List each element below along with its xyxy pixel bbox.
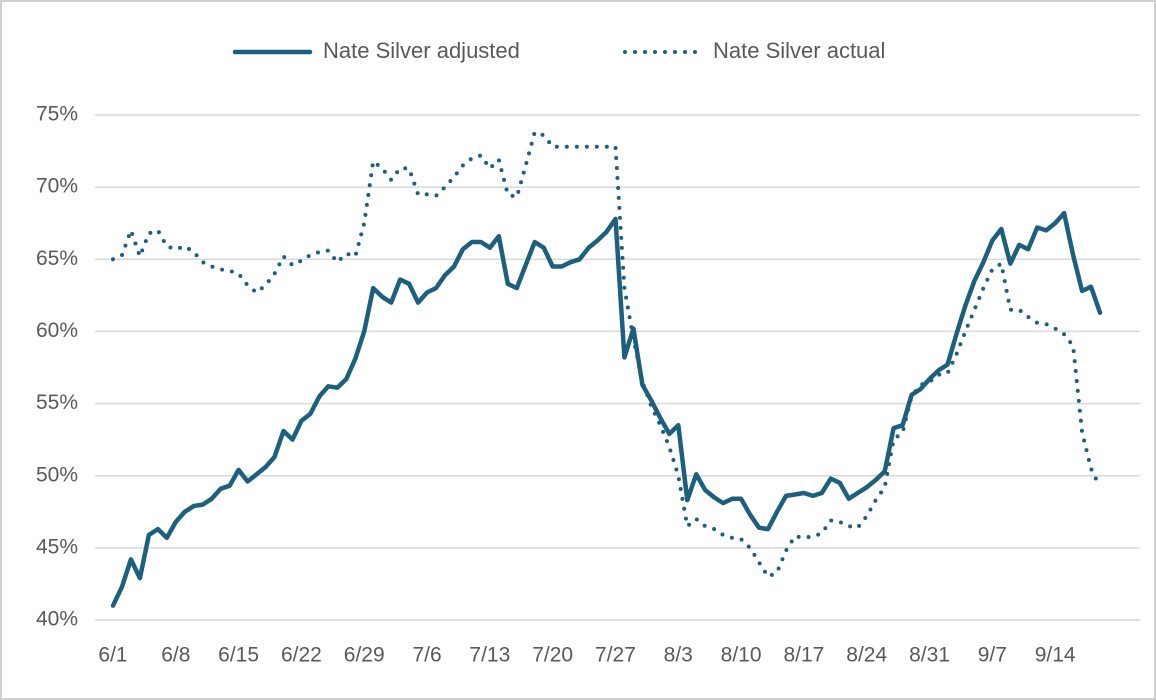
data-line bbox=[111, 130, 1102, 579]
y-tick-label: 50% bbox=[36, 463, 78, 486]
y-tick-label: 55% bbox=[36, 391, 78, 414]
x-tick-label: 8/31 bbox=[909, 644, 950, 667]
x-tick-label: 9/14 bbox=[1035, 644, 1076, 667]
x-tick-label: 6/15 bbox=[218, 644, 259, 667]
data-line bbox=[110, 210, 1103, 608]
x-tick-label: 7/13 bbox=[469, 644, 510, 667]
x-tick-label: 8/17 bbox=[783, 644, 824, 667]
x-tick-label: 8/10 bbox=[721, 644, 762, 667]
y-tick-label: 60% bbox=[36, 319, 78, 342]
x-tick-label: 6/8 bbox=[161, 644, 190, 667]
x-tick-label: 8/24 bbox=[846, 644, 887, 667]
x-tick-label: 7/20 bbox=[532, 644, 573, 667]
x-tick-label: 7/27 bbox=[595, 644, 636, 667]
x-tick-label: 7/6 bbox=[412, 644, 441, 667]
x-tick-label: 6/22 bbox=[281, 644, 322, 667]
y-tick-label: 45% bbox=[36, 535, 78, 558]
legend-label: Nate Silver actual bbox=[713, 38, 885, 63]
x-tick-label: 6/29 bbox=[344, 644, 385, 667]
x-tick-label: 9/7 bbox=[978, 644, 1007, 667]
y-tick-label: 65% bbox=[36, 247, 78, 270]
y-tick-label: 75% bbox=[36, 103, 78, 126]
y-tick-label: 70% bbox=[36, 175, 78, 198]
x-tick-label: 8/3 bbox=[664, 644, 693, 667]
y-tick-label: 40% bbox=[36, 608, 78, 631]
legend-label: Nate Silver adjusted bbox=[323, 38, 520, 63]
x-tick-label: 6/1 bbox=[98, 644, 127, 667]
